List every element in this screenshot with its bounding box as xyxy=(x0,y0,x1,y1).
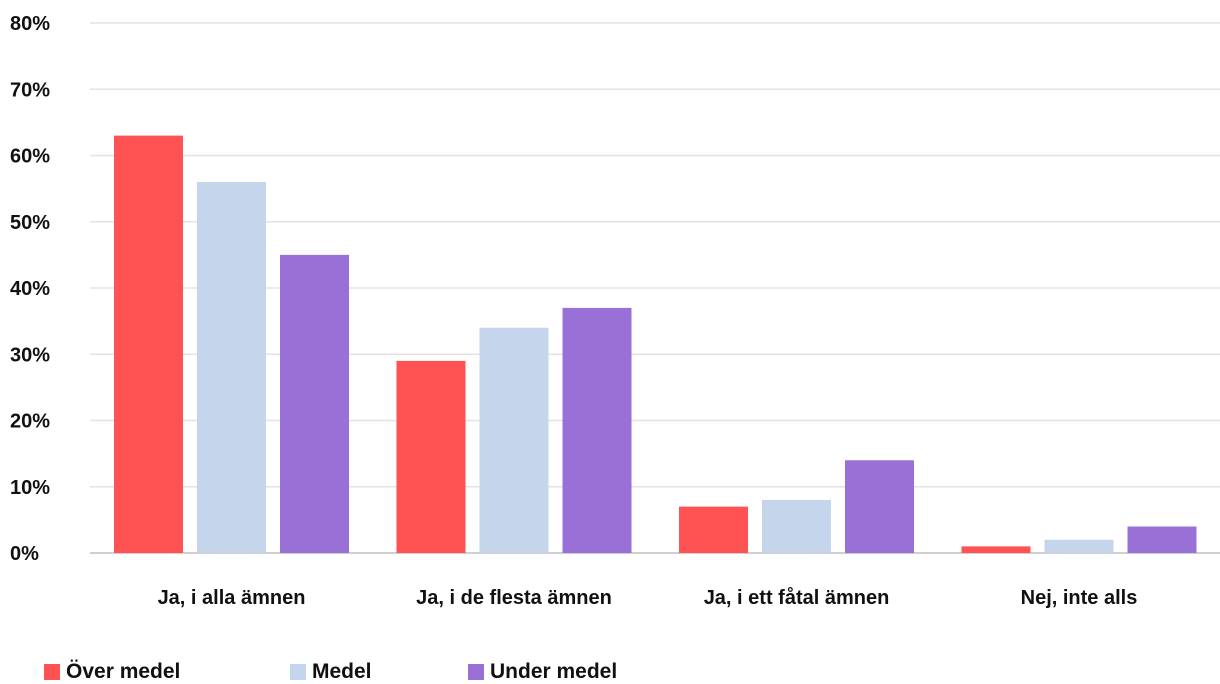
y-tick-label: 70% xyxy=(10,79,50,101)
legend-item-over-medel: Över medel xyxy=(44,660,290,684)
y-tick-label: 60% xyxy=(10,146,50,168)
x-category-label: Ja, i de flesta ämnen xyxy=(416,587,612,609)
y-tick-label: 80% xyxy=(10,13,50,35)
legend-swatch-over-medel xyxy=(44,664,60,680)
legend-label-medel: Medel xyxy=(312,660,372,683)
bar xyxy=(845,460,914,553)
legend-swatch-medel xyxy=(290,664,306,680)
y-tick-label: 30% xyxy=(10,344,50,366)
y-tick-label: 50% xyxy=(10,212,50,234)
x-category-label: Ja, i alla ämnen xyxy=(158,587,306,609)
bar xyxy=(396,360,466,553)
bar xyxy=(280,254,349,553)
bar xyxy=(114,135,183,553)
legend-item-medel: Medel xyxy=(290,660,468,684)
y-axis-tick-labels: 0% 10% 20% 30% 40% 50% 60% 70% 80% xyxy=(10,13,50,565)
y-tick-label: 10% xyxy=(10,477,50,499)
bar xyxy=(1044,539,1114,553)
bar xyxy=(562,307,632,553)
x-axis-category-labels: Ja, i alla ämnen Ja, i de flesta ämnen Ja,… xyxy=(158,586,1138,609)
y-tick-label: 40% xyxy=(10,278,50,300)
bar xyxy=(197,182,266,553)
legend-swatch-under-medel xyxy=(468,664,484,680)
legend-item-under-medel: Under medel xyxy=(468,660,617,684)
bar xyxy=(961,546,1031,553)
legend-label-under-medel: Under medel xyxy=(490,660,618,683)
grid-lines xyxy=(90,22,1220,554)
x-category-label: Nej, inte alls xyxy=(1021,587,1138,609)
y-tick-label: 0% xyxy=(10,543,39,565)
legend: Över medel Medel Under medel xyxy=(44,660,617,684)
bars xyxy=(114,135,1197,553)
bar xyxy=(762,500,831,553)
bar xyxy=(1127,526,1197,553)
bar xyxy=(479,327,549,553)
y-tick-label: 20% xyxy=(10,411,50,433)
legend-label-over-medel: Över medel xyxy=(66,660,181,683)
bar xyxy=(679,506,748,553)
x-category-label: Ja, i ett fåtal ämnen xyxy=(704,586,890,609)
